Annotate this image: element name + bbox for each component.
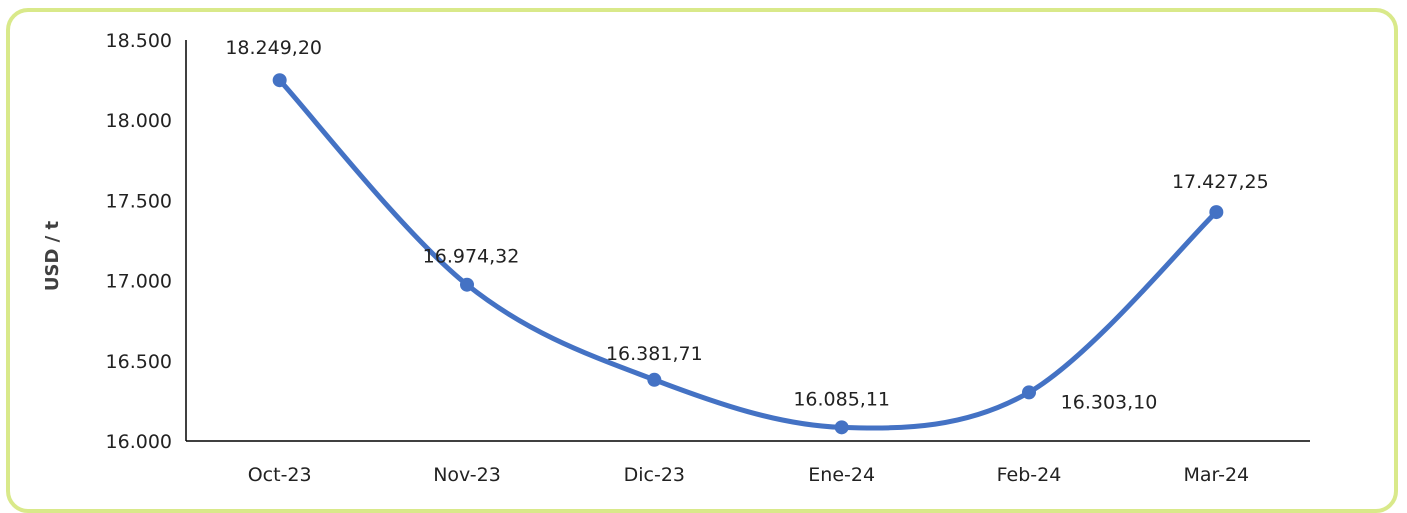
y-axis-label: USD / t [42, 220, 63, 291]
series-line [277, 77, 1219, 431]
x-tick-label: Oct-23 [248, 464, 312, 486]
line-chart: USD / t 16.000 16.500 17.000 17.500 18.000 18… [42, 30, 1310, 486]
data-point [834, 420, 849, 435]
y-tick-label: 16.500 [106, 351, 172, 373]
data-label: 16.303,10 [1061, 391, 1158, 413]
data-label: 18.249,20 [225, 37, 322, 59]
x-tick-label: Nov-23 [433, 464, 501, 486]
x-tick-labels: Oct-23 Nov-23 Dic-23 Ene-24 Feb-24 Mar-24 [248, 464, 1249, 486]
x-tick-label: Ene-24 [808, 464, 875, 486]
x-tick-label: Feb-24 [997, 464, 1062, 486]
y-tick-label: 16.000 [106, 431, 172, 453]
x-tick-label: Dic-23 [624, 464, 685, 486]
chart-frame [6, 8, 1398, 513]
data-point [272, 73, 287, 88]
y-tick-label: 18.500 [106, 30, 172, 52]
data-point [460, 277, 474, 292]
data-point [1022, 385, 1036, 400]
data-label: 17.427,25 [1172, 171, 1269, 193]
data-labels: 18.249,20 16.974,32 16.381,71 16.085,11 16.3… [225, 37, 1268, 413]
y-tick-labels: 16.000 16.500 17.000 17.500 18.000 18.500 [106, 30, 172, 453]
x-tick-label: Mar-24 [1183, 464, 1249, 486]
data-label: 16.381,71 [606, 343, 703, 365]
y-tick-label: 17.000 [106, 271, 172, 293]
y-tick-label: 18.000 [106, 110, 172, 132]
data-points [272, 73, 1224, 435]
data-label: 16.974,32 [423, 246, 520, 268]
data-point [647, 372, 662, 387]
data-label: 16.085,11 [793, 388, 890, 410]
data-point [1209, 205, 1224, 220]
y-tick-label: 17.500 [106, 190, 172, 212]
